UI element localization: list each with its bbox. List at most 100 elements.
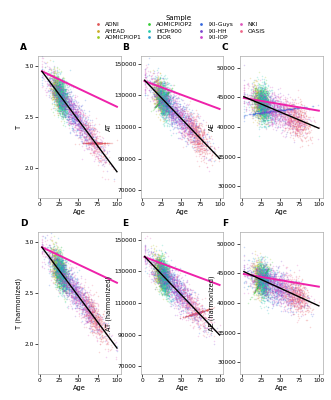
Point xyxy=(58,87,64,94)
Point xyxy=(260,274,265,281)
Point xyxy=(167,94,172,100)
Point xyxy=(188,129,193,135)
Point xyxy=(101,152,106,159)
Point xyxy=(172,284,178,291)
Point xyxy=(267,108,272,115)
Point xyxy=(158,101,163,108)
Point xyxy=(39,250,45,256)
Point xyxy=(193,313,199,320)
Point xyxy=(91,124,96,131)
Point xyxy=(165,286,170,292)
Point xyxy=(105,340,110,347)
Point xyxy=(68,275,73,282)
Point xyxy=(160,93,166,99)
Point xyxy=(279,281,284,287)
Point xyxy=(262,292,267,298)
Point xyxy=(312,296,317,302)
Point xyxy=(58,268,63,274)
Point xyxy=(294,128,299,134)
Point xyxy=(86,314,91,320)
Point xyxy=(259,278,264,284)
Point xyxy=(267,277,272,284)
Point xyxy=(165,104,170,111)
Point xyxy=(82,308,87,315)
Point xyxy=(281,113,286,119)
Point xyxy=(52,260,58,266)
Point xyxy=(154,268,159,274)
Point xyxy=(55,275,60,282)
Point xyxy=(266,283,271,289)
Point xyxy=(257,88,262,94)
Point xyxy=(162,269,167,275)
Point xyxy=(272,121,277,128)
Point xyxy=(194,128,199,134)
Point xyxy=(62,102,67,108)
Point xyxy=(259,274,264,281)
Point xyxy=(265,285,271,291)
Point xyxy=(168,122,173,128)
Point xyxy=(172,116,177,123)
Point xyxy=(62,92,68,98)
Point xyxy=(81,140,86,147)
Point xyxy=(114,348,119,355)
Point xyxy=(179,282,185,288)
Point xyxy=(87,130,93,136)
Point xyxy=(264,104,269,110)
Point xyxy=(54,266,60,273)
Point xyxy=(154,87,160,93)
Point xyxy=(171,106,176,112)
Point xyxy=(55,268,60,275)
Point xyxy=(175,280,180,286)
Point xyxy=(176,293,181,299)
Point xyxy=(260,108,265,114)
Point xyxy=(260,93,265,100)
Point xyxy=(59,271,64,277)
Point xyxy=(164,291,169,297)
Point xyxy=(160,95,166,102)
Point xyxy=(66,93,71,99)
Point xyxy=(165,88,170,94)
Point xyxy=(94,329,100,335)
Point xyxy=(54,100,59,107)
Point xyxy=(243,105,249,112)
Point xyxy=(258,269,263,275)
Point xyxy=(158,99,163,106)
Point xyxy=(261,276,266,282)
Point xyxy=(95,310,100,316)
Point xyxy=(286,115,291,122)
Point xyxy=(161,275,166,282)
Point xyxy=(50,248,56,255)
Point xyxy=(259,94,264,100)
Point xyxy=(271,91,277,97)
Point xyxy=(269,291,275,297)
Point xyxy=(70,115,75,121)
Point xyxy=(278,107,284,113)
Point xyxy=(170,105,176,111)
Point xyxy=(261,281,266,288)
Point xyxy=(56,256,62,262)
Point xyxy=(92,319,97,325)
Point xyxy=(182,302,187,308)
Point xyxy=(256,272,261,278)
Point xyxy=(190,304,195,310)
Point xyxy=(55,81,60,87)
Point xyxy=(263,106,269,113)
Point xyxy=(175,290,180,296)
Point xyxy=(176,117,182,123)
Point xyxy=(256,99,261,105)
Point xyxy=(70,118,75,124)
Point xyxy=(279,110,284,116)
Point xyxy=(57,88,62,95)
Point xyxy=(258,110,263,116)
Point xyxy=(53,268,58,275)
Point xyxy=(55,102,60,108)
Point xyxy=(259,275,264,282)
Point xyxy=(165,276,170,282)
Point xyxy=(98,140,103,146)
Point xyxy=(57,106,62,113)
Point xyxy=(60,78,65,84)
Point xyxy=(189,300,194,307)
Point xyxy=(56,78,62,85)
Point xyxy=(191,120,196,127)
Point xyxy=(184,120,189,127)
